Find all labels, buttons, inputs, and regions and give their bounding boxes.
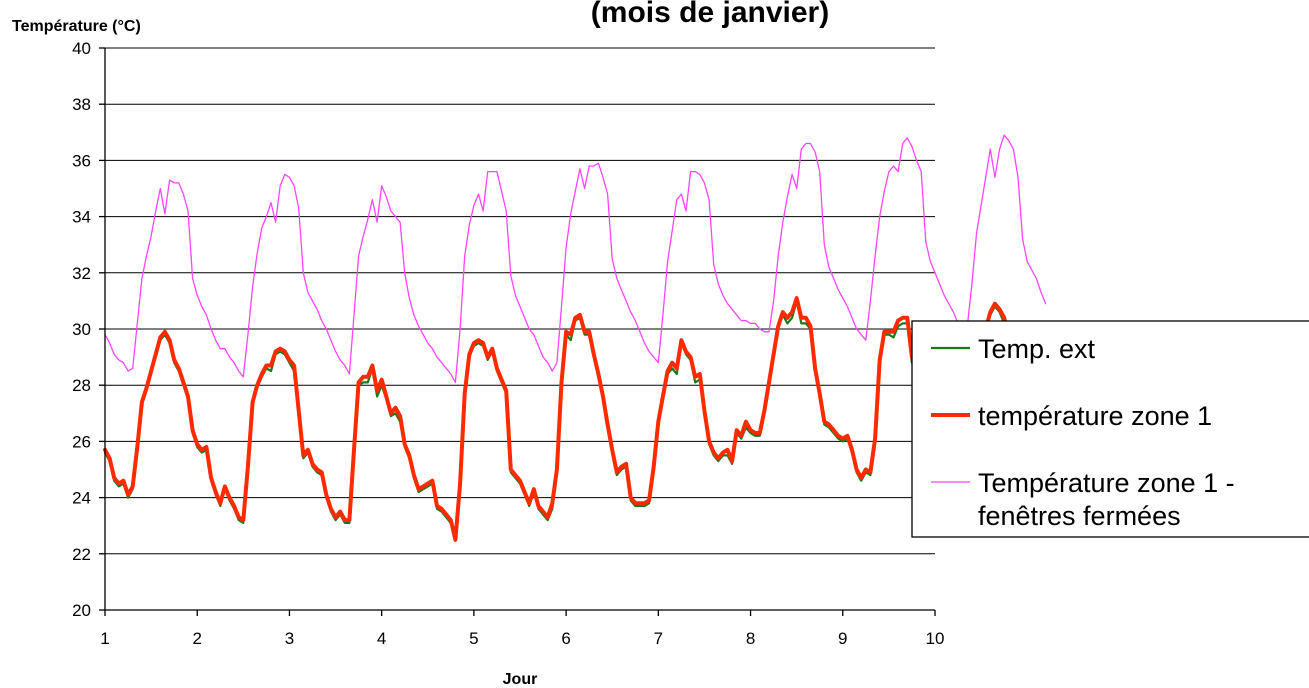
x-axis-title: Jour (503, 671, 538, 688)
y-tick-label: 36 (72, 151, 91, 170)
x-tick-label: 5 (469, 629, 478, 648)
legend-label-1: Temp. ext (978, 334, 1096, 364)
y-tick-label: 20 (72, 601, 91, 620)
y-tick-label: 24 (72, 489, 91, 508)
plot-lines (105, 135, 1046, 540)
y-tick-label: 26 (72, 432, 91, 451)
x-tick-label: 7 (654, 629, 663, 648)
y-tick-label: 30 (72, 320, 91, 339)
legend-label-2: température zone 1 (978, 401, 1212, 431)
series-line-3 (105, 135, 1046, 382)
y-axis-title: Température (°C) (12, 18, 141, 35)
legend-label-3: Température zone 1 - (978, 468, 1235, 498)
series-line-2 (105, 298, 1018, 540)
x-tick-label: 9 (838, 629, 847, 648)
y-tick-label: 38 (72, 95, 91, 114)
y-tick-label: 22 (72, 545, 91, 564)
y-tick-label: 32 (72, 264, 91, 283)
x-tick-label: 8 (746, 629, 755, 648)
x-tick-label: 2 (192, 629, 201, 648)
legend: Temp. ext température zone 1 Température z… (912, 321, 1309, 537)
x-tick-label: 10 (926, 629, 945, 648)
x-tick-label: 1 (100, 629, 109, 648)
x-tick-label: 4 (377, 629, 386, 648)
legend-label-3: fenêtres fermées (978, 501, 1181, 531)
chart-title: (mois de janvier) (591, 0, 829, 29)
x-axis-ticks: 1 2 3 4 5 6 7 8 9 10 (100, 610, 944, 648)
y-tick-label: 40 (72, 39, 91, 58)
x-tick-label: 6 (561, 629, 570, 648)
y-tick-label: 34 (72, 208, 91, 227)
x-tick-label: 3 (285, 629, 294, 648)
y-tick-label: 28 (72, 376, 91, 395)
y-axis-ticks: 20 22 24 26 28 30 32 34 36 38 40 (72, 39, 105, 620)
